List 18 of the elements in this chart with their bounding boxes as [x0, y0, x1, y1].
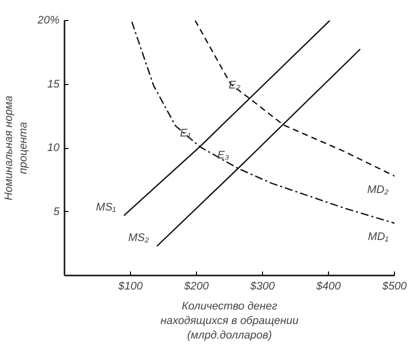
y-tick-label: 10 [47, 142, 60, 154]
series-label: MD₁ [368, 231, 390, 244]
x-tick-label: $300 [249, 280, 276, 292]
y-tick-label: 5 [53, 206, 60, 218]
annotation: E₃ [217, 149, 230, 162]
y-axis-title: Номинальная норма процента [3, 96, 30, 200]
annotation: E₂ [228, 79, 242, 92]
x-axis-title: Количество денег находящихся в обращении (млрд.долларов) [160, 300, 299, 342]
series-label: MD₂ [367, 184, 390, 196]
x-tick-label: $200 [183, 280, 210, 292]
y-tick-label: 20% [36, 14, 60, 26]
x-tick-label: $100 [117, 280, 144, 292]
series-label: MS₁ [96, 202, 116, 214]
x-tick-label: $400 [315, 280, 342, 292]
annotation: E₁ [180, 128, 192, 140]
series-label: MS₂ [128, 232, 150, 244]
y-tick-label: 15 [47, 78, 60, 90]
x-tick-label: $500 [381, 280, 408, 292]
